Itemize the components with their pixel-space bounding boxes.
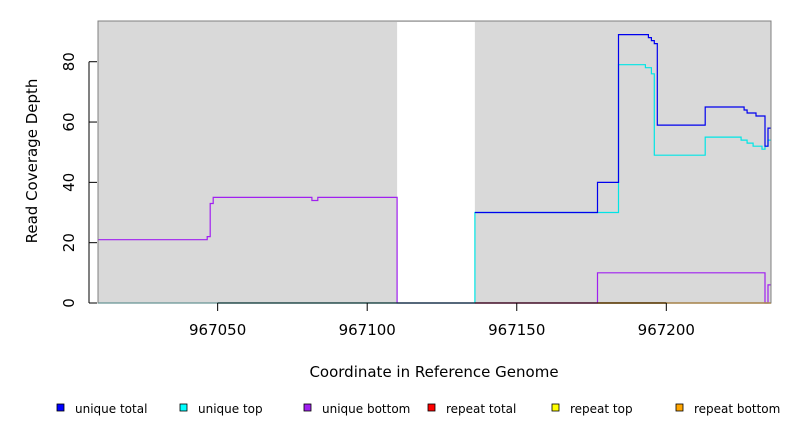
legend-label: repeat total [446, 402, 516, 416]
legend-label: unique bottom [322, 402, 410, 416]
series-unique-total [474, 34, 771, 214]
legend-item-unique-bottom: unique bottom [303, 402, 410, 416]
legend-label: repeat bottom [694, 402, 780, 416]
legend: unique total unique top unique bottom repea… [56, 402, 780, 416]
legend-label: repeat top [570, 402, 633, 416]
plot-background [98, 21, 771, 303]
legend-swatch [551, 403, 560, 412]
x-tick-label: 967150 [488, 321, 545, 339]
x-tick-label: 967100 [339, 321, 396, 339]
y-tick-label: 40 [60, 173, 78, 192]
y-tick-label: 20 [60, 233, 78, 252]
axes: 967050 967100 967150 967200 0 20 40 60 80 [60, 20, 772, 339]
legend-swatch [675, 403, 684, 412]
y-tick-label: 60 [60, 112, 78, 131]
y-axis-title: Read Coverage Depth [23, 79, 41, 244]
legend-swatch [303, 403, 312, 412]
legend-label: unique total [75, 402, 147, 416]
legend-item-repeat-total: repeat total [427, 402, 516, 416]
legend-swatch [179, 403, 188, 412]
x-axis-title: Coordinate in Reference Genome [309, 363, 558, 381]
legend-item-unique-top: unique top [179, 402, 263, 416]
y-tick-label: 80 [60, 52, 78, 71]
series-unique-bottom [98, 196, 771, 304]
x-tick-label: 967200 [638, 321, 695, 339]
legend-label: unique top [198, 402, 263, 416]
legend-item-repeat-bottom: repeat bottom [675, 402, 780, 416]
legend-swatch [427, 403, 436, 412]
unshaded-region-0 [397, 22, 475, 303]
legend-swatch [56, 403, 65, 412]
legend-item-repeat-top: repeat top [551, 402, 633, 416]
x-tick-label: 967050 [189, 321, 246, 339]
y-tick-label: 0 [60, 298, 78, 308]
legend-item-unique-total: unique total [56, 402, 147, 416]
